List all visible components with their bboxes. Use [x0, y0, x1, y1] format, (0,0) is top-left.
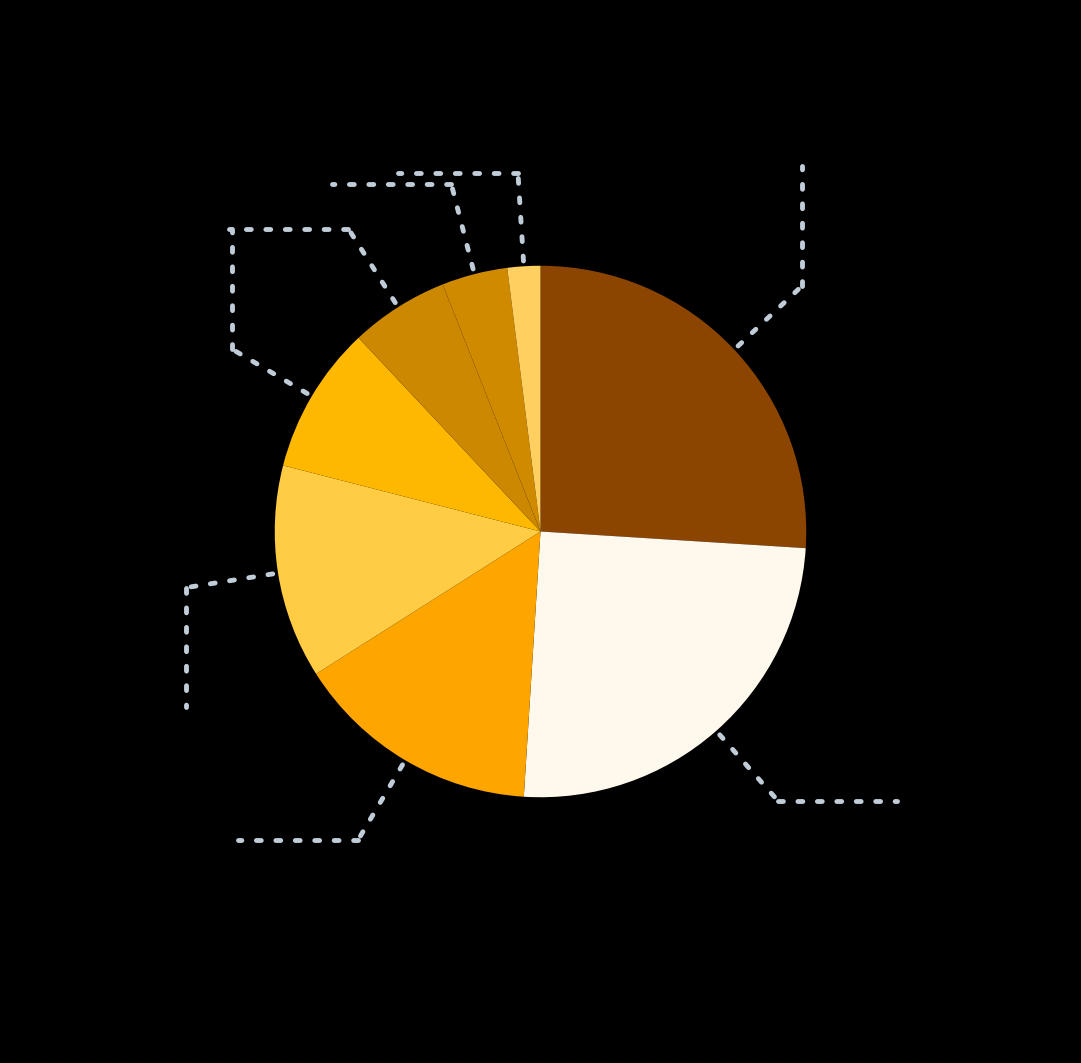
Wedge shape: [283, 338, 540, 532]
Wedge shape: [443, 268, 540, 532]
Wedge shape: [540, 266, 806, 549]
Wedge shape: [359, 285, 540, 532]
Wedge shape: [524, 532, 805, 797]
Wedge shape: [275, 466, 540, 674]
Wedge shape: [316, 532, 540, 797]
Wedge shape: [507, 266, 540, 532]
